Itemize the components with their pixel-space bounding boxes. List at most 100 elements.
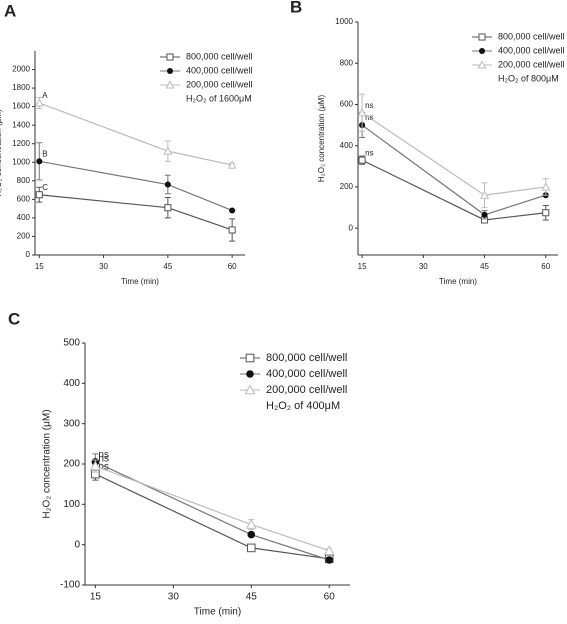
marker bbox=[166, 67, 174, 75]
marker bbox=[229, 207, 236, 214]
note: H₂O₂ of 1600μM bbox=[186, 93, 252, 103]
point-label: C bbox=[42, 183, 48, 192]
marker bbox=[358, 156, 366, 164]
marker bbox=[166, 53, 174, 61]
marker bbox=[36, 158, 43, 165]
y-tick-label: 1600 bbox=[12, 102, 30, 111]
marker bbox=[245, 353, 255, 363]
y-tick-label: 300 bbox=[63, 418, 80, 429]
marker bbox=[245, 518, 257, 529]
marker bbox=[163, 146, 173, 155]
x-tick-label: 45 bbox=[163, 262, 172, 271]
marker bbox=[478, 33, 486, 41]
y-tick-label: 0 bbox=[26, 250, 31, 259]
x-tick-label: 15 bbox=[35, 262, 44, 271]
marker bbox=[246, 370, 254, 378]
panel-label: B bbox=[290, 0, 302, 16]
x-axis-label: Time (min) bbox=[194, 607, 241, 618]
y-tick-label: 100 bbox=[63, 499, 80, 510]
marker bbox=[227, 160, 237, 169]
marker bbox=[246, 543, 256, 553]
y-tick-label: 400 bbox=[340, 141, 354, 150]
series-line bbox=[95, 461, 330, 561]
legend-label: 400,000 cell/well bbox=[266, 368, 347, 380]
y-tick-label: 1400 bbox=[12, 120, 30, 129]
point-label: ns bbox=[365, 101, 373, 110]
point-label: B bbox=[42, 149, 47, 158]
y-tick-label: 0 bbox=[74, 539, 80, 550]
marker bbox=[541, 182, 551, 191]
point-label: A bbox=[42, 91, 48, 100]
panel-label: A bbox=[4, 1, 16, 20]
x-tick-label: 45 bbox=[246, 592, 258, 603]
legend-label: 400,000 cell/well bbox=[186, 65, 253, 75]
x-tick-label: 60 bbox=[228, 262, 237, 271]
note: H₂O₂ of 400μM bbox=[266, 400, 340, 412]
y-axis-label: H₂O₂ concentration (μM) bbox=[42, 409, 53, 518]
y-tick-label: 500 bbox=[63, 338, 80, 349]
series-line bbox=[39, 160, 233, 212]
y-tick-label: 800 bbox=[340, 58, 354, 67]
y-tick-label: 400 bbox=[17, 213, 31, 222]
marker bbox=[247, 530, 256, 539]
y-tick-label: 200 bbox=[63, 459, 80, 470]
y-tick-label: 1200 bbox=[12, 139, 30, 148]
marker bbox=[164, 204, 172, 212]
legend-label: 800,000 cell/well bbox=[186, 51, 253, 61]
y-tick-label: 600 bbox=[340, 100, 354, 109]
marker bbox=[481, 211, 488, 218]
marker bbox=[542, 209, 550, 217]
x-tick-label: 60 bbox=[324, 592, 336, 603]
series-line bbox=[39, 194, 233, 231]
legend-label: 800,000 cell/well bbox=[498, 31, 565, 41]
marker bbox=[89, 460, 101, 471]
marker bbox=[228, 226, 236, 234]
marker bbox=[164, 181, 171, 188]
series-line bbox=[95, 465, 330, 552]
y-axis-label: H₂O₂ concentration (μM) bbox=[317, 95, 326, 183]
x-tick-label: 60 bbox=[541, 262, 550, 271]
legend-label: 200,000 cell/well bbox=[266, 384, 347, 396]
x-tick-label: 15 bbox=[358, 262, 367, 271]
marker bbox=[35, 191, 43, 199]
marker bbox=[165, 80, 175, 89]
x-tick-label: 30 bbox=[168, 592, 180, 603]
series-line bbox=[39, 102, 233, 166]
point-label: ns bbox=[98, 450, 109, 461]
y-tick-label: 800 bbox=[17, 176, 31, 185]
panel-label: C bbox=[8, 309, 20, 328]
y-tick-label: 1000 bbox=[335, 17, 353, 26]
x-axis-label: Time (min) bbox=[439, 277, 477, 286]
legend-label: 200,000 cell/well bbox=[498, 59, 565, 69]
x-tick-label: 15 bbox=[90, 592, 102, 603]
x-axis-label: Time (min) bbox=[121, 277, 159, 286]
marker bbox=[323, 545, 335, 556]
y-tick-label: 1800 bbox=[12, 83, 30, 92]
legend-label: 400,000 cell/well bbox=[498, 45, 565, 55]
legend-label: 800,000 cell/well bbox=[266, 352, 347, 364]
y-tick-label: 400 bbox=[63, 378, 80, 389]
y-tick-label: 200 bbox=[17, 232, 31, 241]
point-label: ns bbox=[98, 454, 109, 465]
series-line bbox=[361, 112, 546, 196]
y-tick-label: 2000 bbox=[12, 65, 30, 74]
point-label: ns bbox=[98, 462, 109, 473]
marker bbox=[34, 98, 44, 107]
legend-label: 200,000 cell/well bbox=[186, 79, 253, 89]
x-tick-label: 30 bbox=[99, 262, 108, 271]
x-tick-label: 45 bbox=[480, 262, 489, 271]
y-tick-label: 200 bbox=[340, 182, 354, 191]
y-axis-label: H₂O₂ concentration (μM) bbox=[0, 109, 3, 197]
marker bbox=[357, 108, 367, 117]
marker bbox=[477, 60, 487, 69]
note: H₂O₂ of 800μM bbox=[498, 73, 559, 83]
y-tick-label: 600 bbox=[17, 194, 31, 203]
marker bbox=[244, 384, 256, 395]
y-tick-label: -100 bbox=[60, 580, 80, 591]
y-tick-label: 0 bbox=[349, 223, 354, 232]
point-label: ns bbox=[365, 148, 373, 157]
marker bbox=[478, 47, 486, 55]
series-line bbox=[361, 124, 546, 216]
marker bbox=[480, 190, 490, 199]
